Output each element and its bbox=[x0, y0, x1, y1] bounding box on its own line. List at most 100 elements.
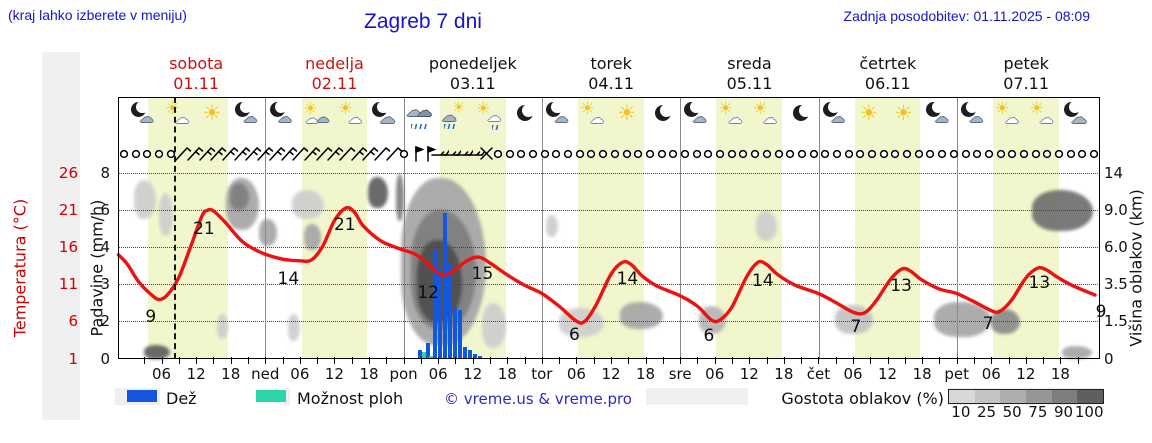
day-name: torek bbox=[590, 54, 632, 73]
cloud-icon: ☁ bbox=[1070, 108, 1087, 127]
time-tick bbox=[645, 357, 647, 364]
time-tick bbox=[593, 357, 595, 364]
moon-icon bbox=[684, 101, 702, 117]
time-tick-label: 06 bbox=[152, 365, 172, 383]
wind-symbol-cross bbox=[477, 144, 496, 167]
scale-value-label: 100 bbox=[1074, 403, 1104, 421]
cloud-icon: ☁ bbox=[554, 110, 569, 126]
time-tick bbox=[1077, 357, 1079, 364]
scale-cell bbox=[1000, 390, 1026, 403]
cloud-tick-label: 1.5 bbox=[1104, 312, 1128, 330]
rain-bar bbox=[448, 263, 453, 359]
time-tick bbox=[161, 357, 163, 364]
weather-icon-moon-cloud: ☁ bbox=[266, 100, 300, 134]
time-tick bbox=[247, 357, 249, 364]
weather-icon-sun-cloud: ☀ ☁ bbox=[162, 100, 196, 134]
day-name: sreda bbox=[727, 54, 772, 73]
scale-value-label: 50 bbox=[1002, 403, 1022, 421]
precip-tick-label: 0 bbox=[100, 350, 110, 368]
weather-icon-sun-cloud: ☀ ☁ bbox=[1026, 100, 1060, 134]
cloud-blob bbox=[258, 218, 277, 246]
wind-symbol-calm bbox=[138, 144, 157, 167]
time-tick bbox=[887, 357, 889, 364]
sun-icon: ☀ bbox=[303, 99, 318, 118]
weather-icon-moon-cloud: ☁ bbox=[231, 100, 265, 134]
cloud-icon: ☁ bbox=[139, 110, 154, 126]
weather-icon-moon-cloud: ☁ bbox=[957, 100, 991, 134]
time-tick-label: tor bbox=[531, 365, 553, 383]
weather-icon-sun: ☀ bbox=[196, 100, 230, 134]
time-tick bbox=[507, 357, 509, 364]
weather-icon-sun-cloud: ☀ ☁ bbox=[335, 100, 369, 134]
curve-temp-label: 12 bbox=[417, 282, 439, 303]
weather-icon-sun-rain: ☀ ☁ bbox=[438, 100, 472, 134]
rain-bar bbox=[417, 349, 422, 359]
time-tick-label: 18 bbox=[912, 365, 932, 383]
wind-symbol-calm bbox=[1015, 144, 1034, 167]
cloud-density-chip bbox=[748, 388, 948, 405]
wind-symbol-b1 bbox=[372, 144, 391, 167]
wind-symbol-calm bbox=[781, 144, 800, 167]
time-tick bbox=[680, 357, 682, 364]
scale-value-label: 75 bbox=[1028, 403, 1048, 421]
day-date: 03.11 bbox=[449, 74, 496, 93]
curve-temp-label: 6 bbox=[569, 324, 580, 345]
credit-link[interactable]: © vreme.us & vreme.pro bbox=[444, 390, 632, 408]
wind-symbol-b1 bbox=[337, 144, 356, 167]
day-date: 02.11 bbox=[311, 74, 358, 93]
wind-symbol-calm bbox=[758, 144, 777, 167]
cloud-icon: ☁ bbox=[486, 109, 501, 125]
time-tick-label: pet bbox=[944, 365, 970, 383]
sun-icon: ☀ bbox=[717, 99, 734, 119]
wind-symbol-b1 bbox=[173, 144, 192, 167]
sun-icon: ☀ bbox=[994, 99, 1010, 119]
wind-symbol-calm bbox=[898, 144, 917, 167]
time-tick bbox=[766, 357, 768, 364]
curve-temp-label: 6 bbox=[703, 325, 715, 346]
time-tick bbox=[368, 357, 370, 364]
weather-icon-sun-rain-light: ☀ ☁ bbox=[473, 100, 507, 134]
rain-bar bbox=[437, 267, 442, 359]
wind-symbol-calm bbox=[115, 144, 134, 167]
weather-icon-moon-cloud: ☁ bbox=[680, 100, 714, 134]
time-tick-label: 18 bbox=[221, 365, 241, 383]
cloud-icon: ☁ bbox=[379, 108, 396, 127]
scale-cell bbox=[1051, 390, 1078, 403]
rain-bar bbox=[467, 350, 472, 359]
wind-symbol-calm bbox=[664, 144, 683, 167]
curve-temp-label: 13 bbox=[890, 275, 912, 296]
time-tick bbox=[334, 357, 336, 364]
rain-bar bbox=[443, 212, 448, 359]
wind-symbol-calm bbox=[851, 144, 870, 167]
time-tick bbox=[991, 357, 993, 364]
rain-legend-label: Dež bbox=[166, 389, 197, 408]
cloud-icon: ☁ bbox=[830, 110, 845, 126]
wind-symbol-calm bbox=[1085, 144, 1104, 167]
cloud-icon: ☁ bbox=[441, 107, 457, 125]
moon-icon bbox=[269, 101, 287, 117]
wind-symbol-calm bbox=[816, 144, 835, 167]
curve-temp-label: 9 bbox=[1095, 302, 1107, 323]
day-name: četrtek bbox=[859, 54, 917, 73]
curve-temp-label: 13 bbox=[1028, 272, 1051, 293]
time-tick bbox=[783, 357, 785, 364]
wind-symbol-calm bbox=[1003, 144, 1022, 167]
cloud-tick-label: 14 bbox=[1104, 164, 1124, 182]
cloud-icon: ☁ bbox=[762, 111, 777, 127]
wind-symbol-b2 bbox=[267, 144, 286, 167]
moon-icon bbox=[372, 101, 390, 117]
time-tick-label: 06 bbox=[705, 365, 725, 383]
sun-icon: ☀ bbox=[337, 99, 353, 119]
sun-icon: ☀ bbox=[617, 101, 637, 125]
wind-symbol-calm bbox=[606, 144, 625, 167]
day-date: 04.11 bbox=[588, 74, 635, 93]
wind-symbol-b2 bbox=[325, 144, 344, 167]
time-tick-label: 06 bbox=[290, 365, 310, 383]
wind-symbol-b1 bbox=[314, 144, 333, 167]
scale-value-label: 10 bbox=[951, 403, 971, 421]
wind-symbol-calm bbox=[547, 144, 566, 167]
rain-bar bbox=[458, 309, 463, 359]
wind-symbol-calm bbox=[512, 144, 531, 167]
cloud-icon: ☁ bbox=[727, 111, 742, 127]
cloud-icon: ☁ bbox=[416, 102, 432, 120]
